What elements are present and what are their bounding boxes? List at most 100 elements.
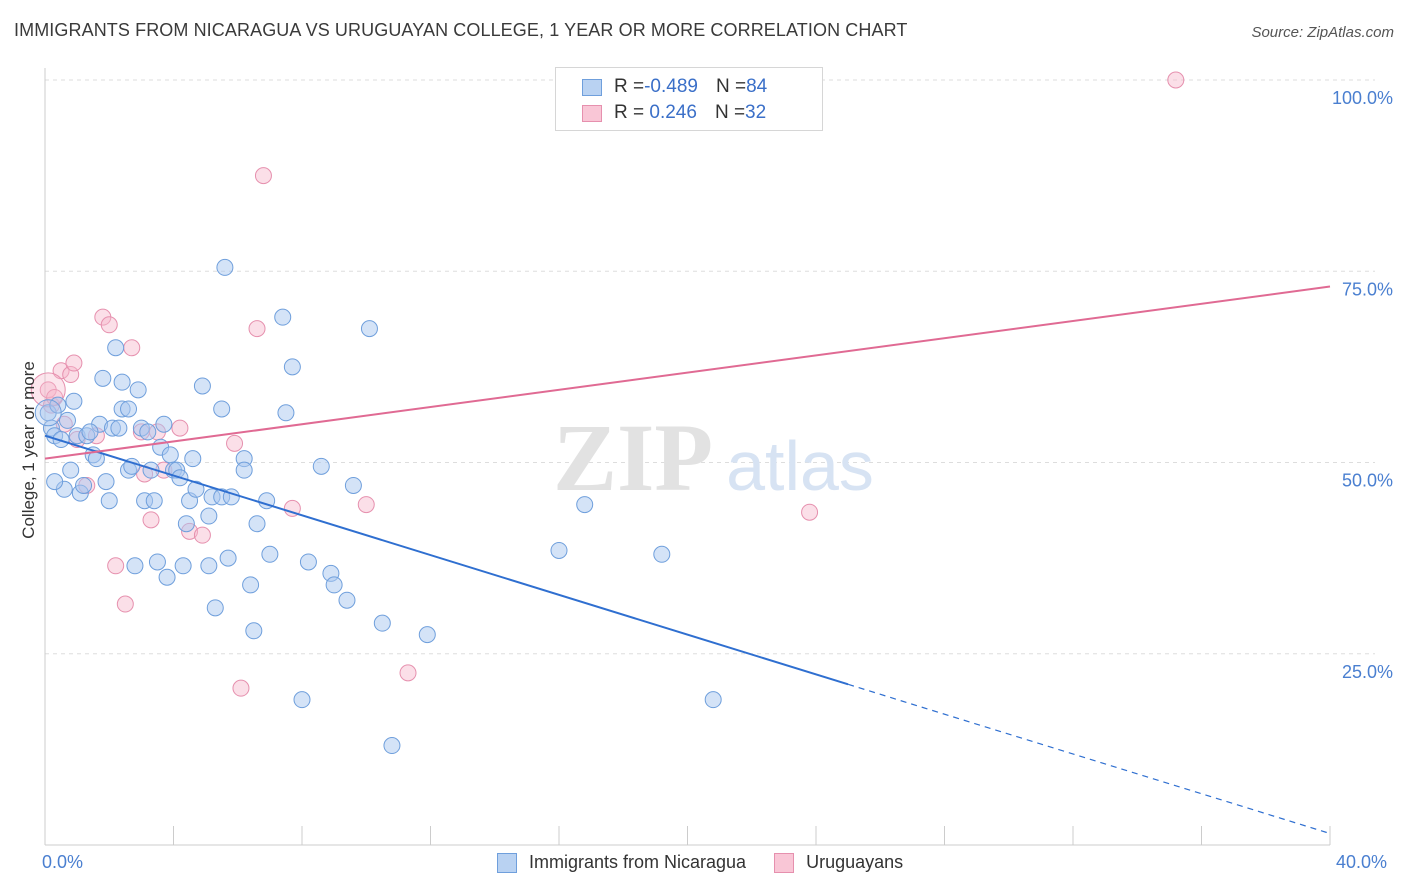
nicaragua-point	[100, 492, 118, 510]
nicaragua-point	[312, 457, 330, 475]
uruguayans-point	[171, 419, 189, 437]
uruguayans-point	[399, 664, 417, 682]
nicaragua-point	[97, 473, 115, 491]
nicaragua-point	[126, 557, 144, 575]
nicaragua-point	[200, 557, 218, 575]
y-axis-label: College, 1 year or more	[19, 361, 38, 539]
nicaragua-point	[219, 549, 237, 567]
nicaragua-point	[148, 553, 166, 571]
nicaragua-point	[187, 480, 205, 498]
legend-r-label: R =	[614, 102, 645, 123]
uruguayans-point	[248, 320, 266, 338]
legend-swatch-pink	[582, 104, 602, 122]
series-label-uruguayans: Uruguayans	[806, 852, 904, 872]
nicaragua-point	[242, 576, 260, 594]
y-tick-label: 25.0%	[1342, 662, 1393, 682]
nicaragua-point	[65, 392, 83, 410]
nicaragua-point	[177, 515, 195, 533]
legend-r-value: 0.246	[644, 102, 697, 123]
y-axis-label-wrap: College, 1 year or more	[14, 300, 44, 600]
uruguayans-point	[65, 354, 83, 372]
watermark: ZIP atlas	[553, 404, 874, 511]
nicaragua-point	[653, 545, 671, 563]
series-legend: Immigrants from Nicaragua Uruguayans	[497, 852, 931, 873]
nicaragua-point	[193, 377, 211, 395]
nicaragua-point	[248, 515, 266, 533]
legend-r-value: -0.489	[644, 76, 698, 97]
nicaragua-point	[344, 476, 362, 494]
axes	[44, 68, 1331, 846]
series-label-nicaragua: Immigrants from Nicaragua	[529, 852, 747, 872]
legend-row-nicaragua: R = -0.489 N = 84	[582, 75, 767, 99]
series-swatch-blue	[497, 852, 517, 873]
nicaragua-points	[34, 258, 722, 755]
uruguayans-point	[142, 511, 160, 529]
nicaragua-point	[206, 599, 224, 617]
nicaragua-point	[75, 476, 93, 494]
uruguayans-point	[801, 503, 819, 521]
nicaragua-point	[200, 507, 218, 525]
uruguayans-point	[116, 595, 134, 613]
nicaragua-point	[113, 373, 131, 391]
uruguayans-point	[123, 339, 141, 357]
nicaragua-point	[129, 381, 147, 399]
uruguayans-point	[1167, 71, 1185, 89]
nicaragua-trend-line	[44, 434, 849, 686]
uruguayans-point	[254, 167, 272, 185]
nicaragua-point	[383, 737, 401, 755]
nicaragua-point	[277, 404, 295, 422]
x-tick-label-max: 40.0%	[1336, 852, 1388, 872]
series-swatch-pink	[774, 852, 795, 873]
nicaragua-point	[245, 622, 263, 640]
uruguayans-point	[100, 316, 118, 334]
grid-lines	[45, 79, 1375, 655]
nicaragua-point	[58, 411, 76, 429]
y-tick-labels: 25.0% 50.0% 75.0% 100.0%	[1332, 88, 1393, 682]
nicaragua-point	[274, 308, 292, 326]
trend-lines	[44, 285, 1331, 835]
uruguayans-point	[193, 526, 211, 544]
nicaragua-point	[46, 473, 64, 491]
correlation-legend: R = -0.489 N = 84 R = 0.246 N = 32	[555, 67, 823, 131]
nicaragua-point	[418, 626, 436, 644]
y-tick-label: 100.0%	[1332, 88, 1393, 108]
nicaragua-point	[293, 691, 311, 709]
nicaragua-point	[110, 419, 128, 437]
x-tick-label-min: 0.0%	[42, 852, 84, 872]
legend-row-uruguayans: R = 0.246 N = 32	[582, 101, 766, 125]
legend-n-label: N =	[715, 76, 747, 97]
nicaragua-point	[373, 614, 391, 632]
nicaragua-point	[34, 399, 62, 427]
nicaragua-point	[120, 400, 138, 418]
nicaragua-point	[174, 557, 192, 575]
source-credit: Source: ZipAtlas.com	[1251, 24, 1394, 41]
nicaragua-point	[338, 591, 356, 609]
nicaragua-point	[158, 568, 176, 586]
uruguayans-point	[283, 499, 301, 517]
series-legend-nicaragua[interactable]: Immigrants from Nicaragua	[497, 852, 746, 873]
nicaragua-point	[325, 576, 343, 594]
nicaragua-point	[62, 461, 80, 479]
nicaragua-point	[283, 358, 301, 376]
nicaragua-point	[155, 415, 173, 433]
series-legend-uruguayans[interactable]: Uruguayans	[774, 852, 903, 873]
uruguayans-point	[226, 434, 244, 452]
legend-n-value: 32	[745, 102, 767, 123]
nicaragua-point	[81, 423, 99, 441]
y-tick-label: 50.0%	[1342, 471, 1393, 491]
nicaragua-point	[704, 691, 722, 709]
nicaragua-point	[52, 431, 70, 449]
nicaragua-point	[145, 492, 163, 510]
y-tick-label: 75.0%	[1342, 279, 1393, 299]
nicaragua-point	[213, 400, 231, 418]
nicaragua-point	[235, 461, 253, 479]
watermark-zip: ZIP	[553, 404, 713, 511]
chart-title: IMMIGRANTS FROM NICARAGUA VS URUGUAYAN C…	[14, 20, 908, 40]
nicaragua-point	[216, 258, 234, 276]
legend-swatch-blue	[582, 78, 602, 96]
legend-n-label: N =	[714, 102, 746, 123]
nicaragua-point	[94, 369, 112, 387]
legend-n-value: 84	[746, 76, 768, 97]
legend-r-label: R =	[614, 76, 645, 97]
nicaragua-point	[261, 545, 279, 563]
